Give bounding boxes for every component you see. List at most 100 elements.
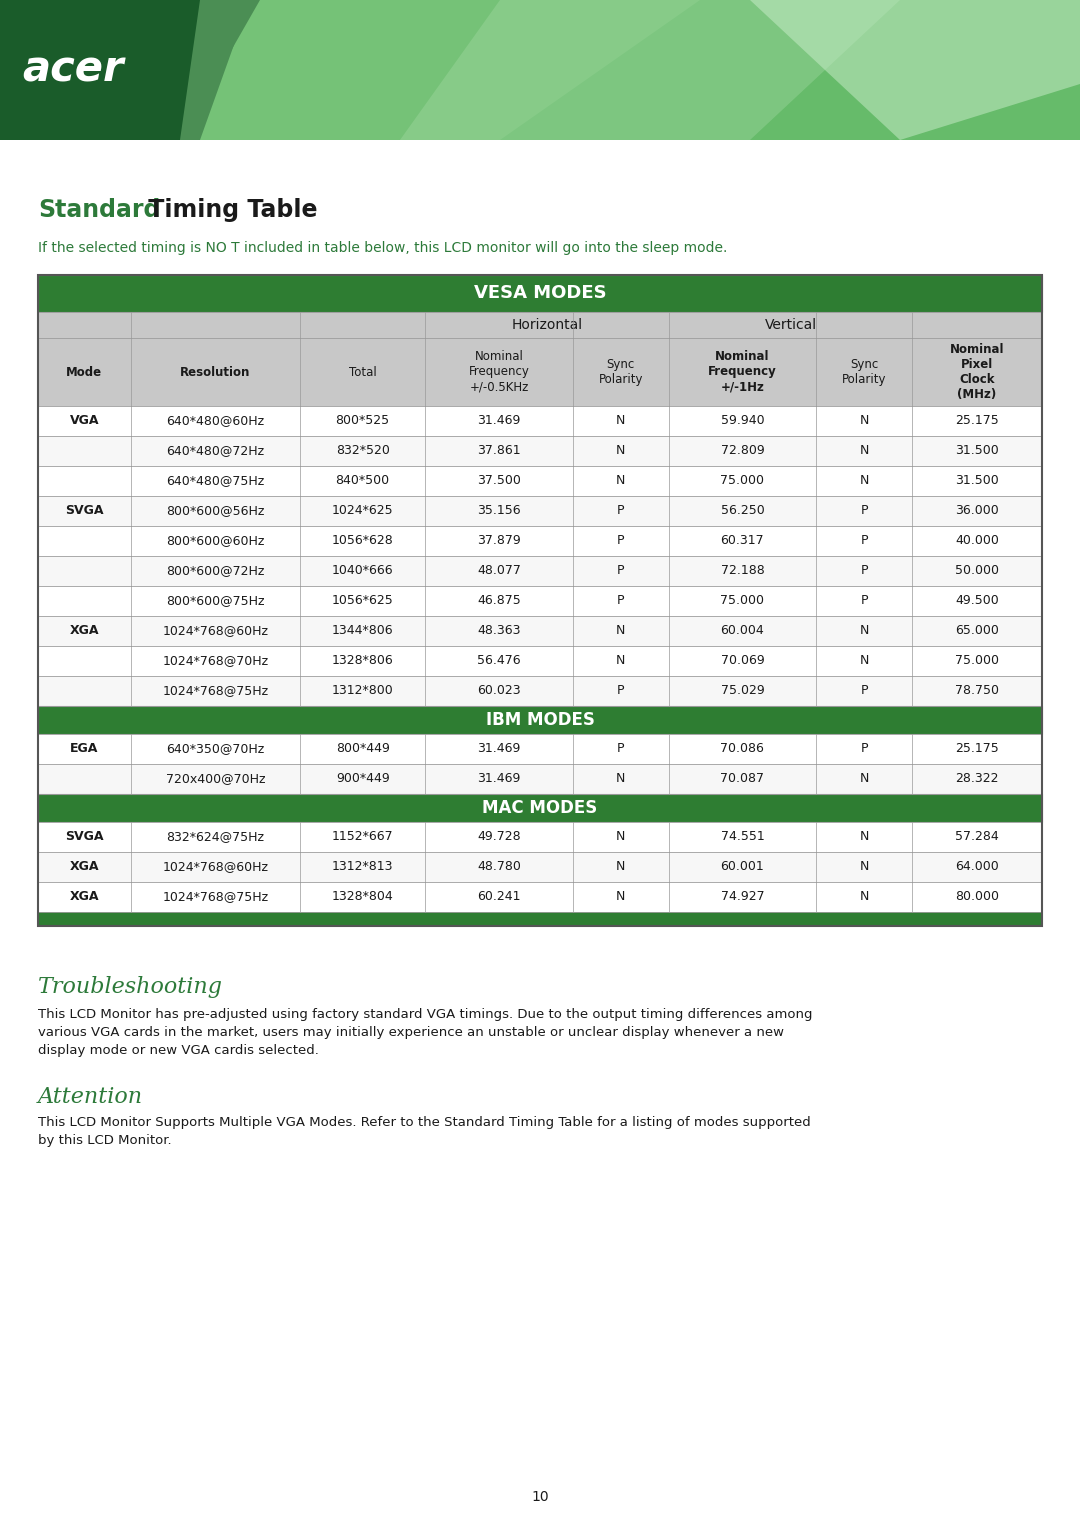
Text: 640*480@75Hz: 640*480@75Hz <box>166 475 265 487</box>
Text: 840*500: 840*500 <box>336 475 390 487</box>
Bar <box>38 852 1042 883</box>
Text: 70.087: 70.087 <box>720 773 765 785</box>
Bar <box>38 496 1042 525</box>
Text: If the selected timing is NO T included in table below, this LCD monitor will go: If the selected timing is NO T included … <box>38 241 727 255</box>
Text: 75.029: 75.029 <box>720 684 765 698</box>
Text: 72.809: 72.809 <box>720 444 765 458</box>
Bar <box>38 883 1042 912</box>
Text: 70.069: 70.069 <box>720 655 765 667</box>
Text: Sync
Polarity: Sync Polarity <box>842 357 887 386</box>
Bar <box>38 615 1042 646</box>
Text: 1328*804: 1328*804 <box>332 890 393 904</box>
Text: N: N <box>616 414 625 428</box>
Text: Mode: Mode <box>66 365 103 379</box>
Text: 640*480@60Hz: 640*480@60Hz <box>166 414 265 428</box>
Text: Timing Table: Timing Table <box>140 199 318 221</box>
Text: 1024*768@60Hz: 1024*768@60Hz <box>162 861 268 873</box>
Text: VESA MODES: VESA MODES <box>474 284 606 302</box>
Bar <box>38 275 1042 312</box>
Text: 1312*800: 1312*800 <box>332 684 393 698</box>
Polygon shape <box>180 0 700 140</box>
Text: Sync
Polarity: Sync Polarity <box>598 357 643 386</box>
Bar <box>38 466 1042 496</box>
Text: 48.077: 48.077 <box>477 565 521 577</box>
Bar <box>38 586 1042 615</box>
Text: This LCD Monitor Supports Multiple VGA Modes. Refer to the Standard Timing Table: This LCD Monitor Supports Multiple VGA M… <box>38 1116 811 1147</box>
Text: XGA: XGA <box>69 625 99 637</box>
Text: Vertical: Vertical <box>765 318 816 331</box>
Bar <box>38 312 1042 337</box>
Bar <box>38 734 1042 764</box>
Text: 50.000: 50.000 <box>955 565 999 577</box>
Text: 640*350@70Hz: 640*350@70Hz <box>166 742 265 756</box>
Text: Nominal
Frequency
+/-0.5KHz: Nominal Frequency +/-0.5KHz <box>469 351 529 394</box>
Text: 75.000: 75.000 <box>720 475 765 487</box>
Text: 37.861: 37.861 <box>477 444 521 458</box>
Text: 60.004: 60.004 <box>720 625 765 637</box>
Text: 10: 10 <box>531 1490 549 1504</box>
Text: 74.551: 74.551 <box>720 831 765 843</box>
Text: 56.476: 56.476 <box>477 655 521 667</box>
Text: 70.086: 70.086 <box>720 742 765 756</box>
Text: 72.188: 72.188 <box>720 565 765 577</box>
Text: P: P <box>617 504 624 518</box>
Text: P: P <box>617 684 624 698</box>
Bar <box>38 794 1042 822</box>
Text: 60.317: 60.317 <box>720 534 765 548</box>
Text: IBM MODES: IBM MODES <box>486 712 594 728</box>
Bar <box>38 676 1042 705</box>
Text: N: N <box>860 861 868 873</box>
Bar <box>38 556 1042 586</box>
Text: 37.500: 37.500 <box>477 475 521 487</box>
Text: N: N <box>616 890 625 904</box>
Text: 800*600@60Hz: 800*600@60Hz <box>166 534 265 548</box>
Text: Nominal
Pixel
Clock
(MHz): Nominal Pixel Clock (MHz) <box>949 344 1004 402</box>
Text: P: P <box>861 684 868 698</box>
Text: N: N <box>616 655 625 667</box>
Polygon shape <box>400 0 900 140</box>
Text: 37.879: 37.879 <box>477 534 521 548</box>
Text: 46.875: 46.875 <box>477 594 521 608</box>
Text: P: P <box>861 594 868 608</box>
Text: 832*520: 832*520 <box>336 444 390 458</box>
Text: P: P <box>861 565 868 577</box>
Text: Attention: Attention <box>38 1086 144 1109</box>
Text: N: N <box>860 475 868 487</box>
Bar <box>0 0 1080 140</box>
Text: 56.250: 56.250 <box>720 504 765 518</box>
Bar <box>38 437 1042 466</box>
Text: P: P <box>617 594 624 608</box>
Text: 60.241: 60.241 <box>477 890 521 904</box>
Text: Troubleshooting: Troubleshooting <box>38 976 222 999</box>
Text: N: N <box>616 861 625 873</box>
Text: 60.001: 60.001 <box>720 861 765 873</box>
Text: XGA: XGA <box>69 890 99 904</box>
Text: N: N <box>860 414 868 428</box>
Text: 49.728: 49.728 <box>477 831 521 843</box>
Text: VGA: VGA <box>69 414 99 428</box>
Bar <box>38 406 1042 437</box>
Text: N: N <box>860 773 868 785</box>
Text: 1024*768@75Hz: 1024*768@75Hz <box>162 684 269 698</box>
Text: 1328*806: 1328*806 <box>332 655 393 667</box>
Text: N: N <box>616 831 625 843</box>
Polygon shape <box>0 0 249 140</box>
Text: 48.780: 48.780 <box>477 861 521 873</box>
Text: 1312*813: 1312*813 <box>332 861 393 873</box>
Text: 64.000: 64.000 <box>955 861 999 873</box>
Text: Nominal
Frequency
+/-1Hz: Nominal Frequency +/-1Hz <box>708 351 777 394</box>
Text: XGA: XGA <box>69 861 99 873</box>
Text: N: N <box>860 655 868 667</box>
Text: 832*624@75Hz: 832*624@75Hz <box>166 831 265 843</box>
Text: 640*480@72Hz: 640*480@72Hz <box>166 444 265 458</box>
Text: 1024*768@70Hz: 1024*768@70Hz <box>162 655 269 667</box>
Bar <box>38 337 1042 406</box>
Text: 59.940: 59.940 <box>720 414 765 428</box>
Text: 800*449: 800*449 <box>336 742 390 756</box>
Text: 1024*625: 1024*625 <box>332 504 393 518</box>
Text: This LCD Monitor has pre-adjusted using factory standard VGA timings. Due to the: This LCD Monitor has pre-adjusted using … <box>38 1008 812 1057</box>
Text: Standard: Standard <box>38 199 160 221</box>
Text: 800*600@72Hz: 800*600@72Hz <box>166 565 265 577</box>
Text: 31.469: 31.469 <box>477 773 521 785</box>
Text: MAC MODES: MAC MODES <box>483 799 597 817</box>
